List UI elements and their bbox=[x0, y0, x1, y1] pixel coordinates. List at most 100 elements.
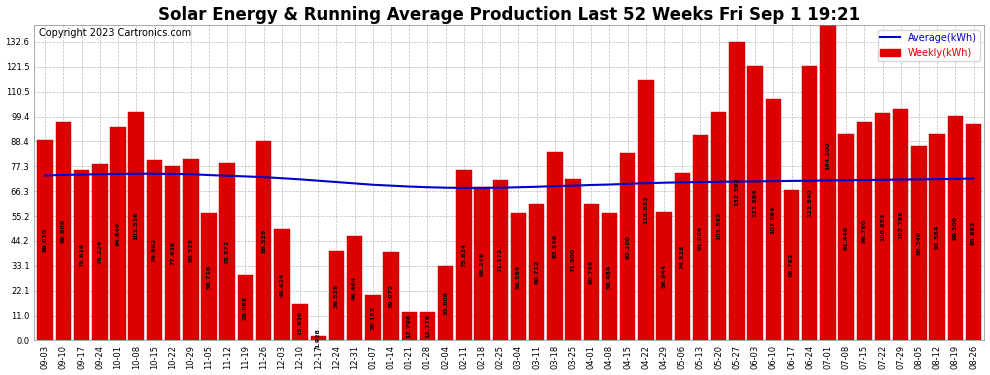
Text: 74.528: 74.528 bbox=[680, 244, 685, 268]
Bar bbox=[547, 152, 562, 340]
Bar bbox=[274, 229, 290, 340]
Bar bbox=[292, 304, 308, 340]
Bar bbox=[856, 123, 872, 340]
Legend: Average(kWh), Weekly(kWh): Average(kWh), Weekly(kWh) bbox=[877, 30, 979, 61]
Text: 94.640: 94.640 bbox=[116, 222, 121, 246]
Text: 56.944: 56.944 bbox=[661, 264, 666, 288]
Bar bbox=[911, 146, 927, 340]
Bar bbox=[74, 170, 89, 340]
Text: 56.716: 56.716 bbox=[207, 264, 212, 289]
Text: 121.840: 121.840 bbox=[807, 189, 812, 217]
Bar bbox=[311, 336, 326, 340]
Text: 83.100: 83.100 bbox=[625, 235, 631, 259]
Text: 99.500: 99.500 bbox=[952, 216, 957, 240]
Bar bbox=[730, 42, 744, 340]
Text: 39.072: 39.072 bbox=[388, 284, 394, 308]
Bar bbox=[220, 164, 235, 340]
Text: 80.528: 80.528 bbox=[188, 238, 193, 262]
Text: 46.464: 46.464 bbox=[352, 276, 357, 300]
Bar bbox=[493, 180, 508, 340]
Bar bbox=[784, 190, 799, 340]
Text: 39.528: 39.528 bbox=[334, 284, 339, 308]
Text: 68.248: 68.248 bbox=[479, 251, 484, 276]
Bar bbox=[674, 172, 690, 340]
Text: 95.892: 95.892 bbox=[971, 220, 976, 245]
Bar bbox=[511, 213, 527, 340]
Text: 107.064: 107.064 bbox=[771, 206, 776, 234]
Bar bbox=[92, 164, 108, 340]
Text: 96.808: 96.808 bbox=[61, 219, 66, 243]
Text: 83.596: 83.596 bbox=[552, 234, 557, 258]
Bar bbox=[474, 187, 490, 340]
Bar bbox=[947, 116, 963, 340]
Bar bbox=[365, 295, 380, 340]
Bar bbox=[183, 159, 199, 340]
Text: 101.536: 101.536 bbox=[134, 212, 139, 240]
Bar bbox=[639, 80, 653, 340]
Bar bbox=[38, 140, 52, 340]
Bar bbox=[420, 312, 436, 340]
Title: Solar Energy & Running Average Production Last 52 Weeks Fri Sep 1 19:21: Solar Energy & Running Average Productio… bbox=[158, 6, 860, 24]
Bar bbox=[747, 66, 763, 340]
Text: 132.392: 132.392 bbox=[735, 177, 740, 206]
Bar bbox=[529, 204, 545, 340]
Text: 56.484: 56.484 bbox=[607, 265, 612, 289]
Text: 20.152: 20.152 bbox=[370, 306, 375, 330]
Text: 89.020: 89.020 bbox=[43, 228, 48, 252]
Bar bbox=[802, 66, 818, 340]
Bar bbox=[110, 127, 126, 340]
Text: 71.500: 71.500 bbox=[570, 248, 575, 272]
Bar bbox=[656, 212, 672, 340]
Text: 1.928: 1.928 bbox=[316, 328, 321, 348]
Text: 100.852: 100.852 bbox=[880, 213, 885, 241]
Bar bbox=[565, 179, 581, 340]
Bar bbox=[438, 266, 453, 340]
Text: 79.992: 79.992 bbox=[151, 238, 157, 262]
Bar bbox=[602, 213, 617, 340]
Bar bbox=[346, 236, 362, 340]
Bar bbox=[893, 109, 909, 340]
Text: 60.748: 60.748 bbox=[589, 260, 594, 284]
Bar bbox=[930, 134, 944, 340]
Text: 75.616: 75.616 bbox=[79, 243, 84, 267]
Text: 60.712: 60.712 bbox=[535, 260, 540, 284]
Bar bbox=[693, 135, 708, 340]
Bar bbox=[238, 275, 253, 340]
Bar bbox=[129, 112, 144, 340]
Text: 102.768: 102.768 bbox=[898, 210, 903, 239]
Text: 29.088: 29.088 bbox=[243, 296, 248, 320]
Text: 91.584: 91.584 bbox=[935, 225, 940, 249]
Bar bbox=[839, 134, 853, 340]
Text: 33.008: 33.008 bbox=[444, 291, 448, 315]
Bar bbox=[147, 160, 162, 340]
Text: 164.200: 164.200 bbox=[826, 141, 831, 170]
Bar bbox=[966, 124, 981, 340]
Text: 15.936: 15.936 bbox=[298, 310, 303, 334]
Bar bbox=[456, 170, 471, 340]
Bar bbox=[201, 213, 217, 340]
Text: 78.224: 78.224 bbox=[97, 240, 102, 264]
Bar bbox=[765, 99, 781, 340]
Text: 71.372: 71.372 bbox=[498, 248, 503, 272]
Text: 88.528: 88.528 bbox=[261, 228, 266, 253]
Text: 56.584: 56.584 bbox=[516, 264, 521, 289]
Bar bbox=[255, 141, 271, 340]
Bar bbox=[583, 204, 599, 340]
Text: 86.240: 86.240 bbox=[917, 231, 922, 255]
Text: 75.824: 75.824 bbox=[461, 243, 466, 267]
Text: 101.592: 101.592 bbox=[716, 212, 721, 240]
Bar bbox=[55, 122, 71, 340]
Bar bbox=[402, 312, 417, 340]
Text: 12.776: 12.776 bbox=[425, 314, 430, 338]
Text: 78.572: 78.572 bbox=[225, 240, 230, 264]
Text: 66.792: 66.792 bbox=[789, 253, 794, 277]
Bar bbox=[383, 252, 399, 340]
Bar bbox=[329, 251, 345, 340]
Text: Copyright 2023 Cartronics.com: Copyright 2023 Cartronics.com bbox=[39, 28, 191, 38]
Text: 91.064: 91.064 bbox=[698, 226, 703, 250]
Bar bbox=[711, 112, 727, 340]
Bar bbox=[165, 165, 180, 340]
Bar bbox=[820, 0, 836, 340]
Text: 115.632: 115.632 bbox=[644, 196, 648, 225]
Text: 96.760: 96.760 bbox=[862, 219, 867, 243]
